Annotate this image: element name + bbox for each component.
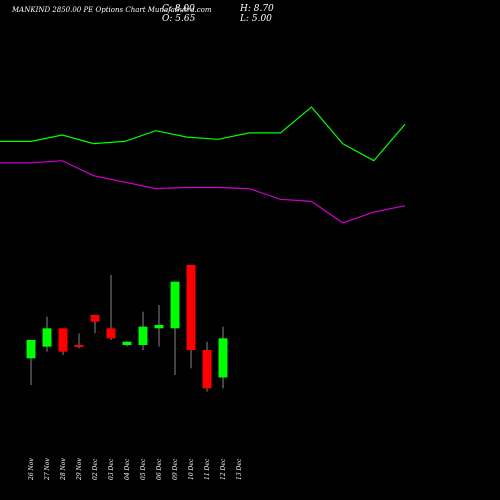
candle: [154, 305, 164, 347]
chart-title: MANKIND 2850.00 PE Options Chart MunafaS…: [12, 6, 212, 14]
candle-body-up: [170, 281, 180, 329]
candlesticks: [26, 265, 228, 392]
candle: [202, 341, 212, 392]
x-tick-label: 12 Dec: [220, 458, 227, 480]
candle: [138, 311, 148, 350]
close-value: C: 8.00: [162, 4, 195, 14]
x-tick-label: 03 Dec: [108, 458, 115, 480]
high-value: H: 8.70: [240, 4, 274, 14]
candle: [122, 341, 132, 347]
candle: [186, 265, 196, 369]
candle-body-down: [186, 265, 196, 350]
x-tick-label: 27 Nov: [44, 458, 51, 481]
candle: [58, 328, 68, 355]
candle: [26, 340, 36, 385]
x-tick-label: 29 Nov: [76, 458, 83, 481]
candle: [42, 316, 52, 352]
candle-body-down: [90, 315, 100, 322]
candle-body-up: [122, 341, 132, 345]
indicator-lines: [0, 106, 406, 224]
candle: [218, 326, 228, 389]
open-value: O: 5.65: [162, 14, 196, 24]
x-tick-label: 13 Dec: [236, 458, 243, 480]
x-tick-label: 05 Dec: [140, 458, 147, 480]
candle: [106, 275, 116, 340]
candle-body-down: [202, 350, 212, 389]
x-tick-label: 11 Dec: [204, 458, 211, 480]
candle: [74, 333, 84, 349]
candle-body-up: [138, 326, 148, 345]
candle-body-up: [218, 338, 228, 378]
x-tick-label: 04 Dec: [124, 458, 131, 480]
x-tick-label: 09 Dec: [172, 458, 179, 480]
x-tick-label: 26 Nov: [28, 458, 35, 481]
indicator-line-2: [0, 160, 406, 224]
candle: [90, 315, 100, 334]
x-tick-label: 06 Dec: [156, 458, 163, 480]
x-tick-label: 10 Dec: [188, 458, 195, 480]
low-value: L: 5.00: [240, 14, 272, 24]
candle-body-down: [106, 328, 116, 339]
x-axis-labels: 26 Nov 27 Nov 28 Nov 29 Nov 02 Dec 03 Dec 04 D…: [28, 458, 243, 481]
indicator-line-1: [0, 106, 406, 162]
candle-body-down: [74, 345, 84, 347]
candle: [170, 281, 180, 375]
candle-body-up: [26, 340, 36, 359]
x-tick-label: 02 Dec: [92, 458, 99, 480]
candle-body-up: [42, 328, 52, 347]
x-tick-label: 28 Nov: [60, 458, 67, 481]
candle-body-up: [154, 325, 164, 329]
candle-body-down: [58, 328, 68, 352]
